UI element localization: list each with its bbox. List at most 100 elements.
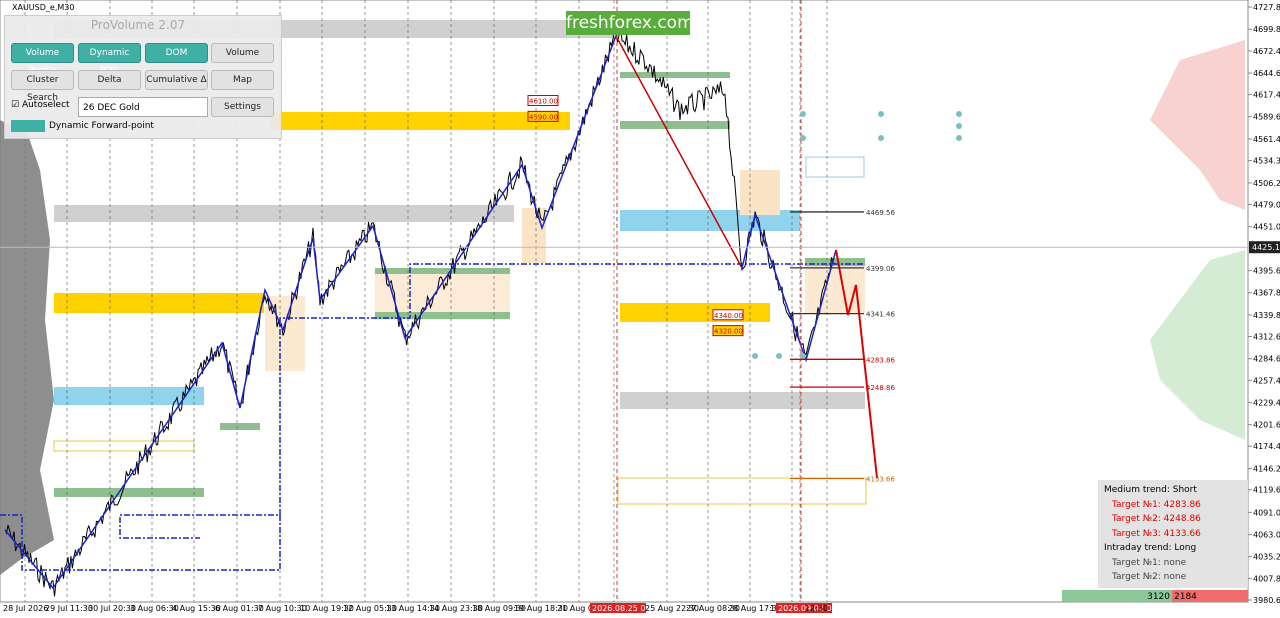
x-tick-label: 7 Aug 10:30 — [258, 604, 307, 613]
target: Target №1: 4283.86 — [1112, 499, 1201, 510]
x-tick-label: 4 Aug 15:30 — [172, 604, 221, 613]
button[interactable]: Map — [211, 70, 274, 90]
y-tick-label: 4589.60 — [1253, 113, 1280, 122]
price-line — [4, 28, 835, 597]
button[interactable]: Cluster Search — [11, 70, 74, 103]
y-tick-label: 4339.80 — [1253, 311, 1280, 320]
buy-bar — [1062, 590, 1172, 602]
x-tick-label: 10 Aug 19:30 — [300, 604, 354, 613]
x-tick-label: 30 Jul 20:30 — [88, 604, 136, 613]
logo: freshforex.com — [566, 11, 694, 35]
y-tick-label: 4672.45 — [1253, 47, 1280, 56]
level-label: 4248.86 — [866, 384, 895, 392]
y-tick-label: 4617.45 — [1253, 91, 1280, 100]
volume-profile-right — [1150, 40, 1245, 210]
y-tick-label: 4644.60 — [1253, 69, 1280, 78]
button[interactable]: Volume — [211, 43, 274, 63]
box-label-frame — [712, 309, 744, 321]
x-tick-label: 12:30 — [805, 604, 828, 613]
box-label-frame — [527, 94, 559, 106]
forecast-line — [835, 249, 878, 479]
trend-line — [615, 35, 743, 269]
x-tick-label: 28 Jul 2026 — [3, 604, 48, 613]
box-label: 4320.00 — [714, 328, 743, 336]
box-label: 4590.00 — [529, 113, 558, 121]
x-tick-label: 3 Aug 06:30 — [130, 604, 179, 613]
box-label: 4340.00 — [714, 312, 743, 320]
provolume-panel: ProVolume 2.07 Volume Profile Dynamic PO… — [4, 15, 282, 139]
y-tick-label: 4534.30 — [1253, 157, 1280, 166]
buy-volume: 3120 — [1147, 592, 1170, 602]
panel-title: ProVolume 2.07 — [90, 18, 186, 32]
y-tick-label: 4146.20 — [1253, 465, 1280, 474]
x-tick-label: 12 Aug 05:30 — [343, 604, 397, 613]
button[interactable]: Volume Profile — [11, 43, 74, 76]
zigzag — [741, 212, 837, 363]
volume-profile-left — [0, 120, 54, 575]
button[interactable]: DOM — [145, 43, 208, 63]
x-tick-label: 25 Aug 22:30 — [645, 604, 699, 613]
y-tick-label: 4479.00 — [1253, 200, 1280, 209]
y-tick-label: 4201.60 — [1253, 421, 1280, 430]
x-tick-label: 14 Aug 23:30 — [429, 604, 483, 613]
box-label: 4610.00 — [529, 97, 558, 105]
y-tick-label: 4063.00 — [1253, 531, 1280, 540]
x-tick-label: 18 Aug 09:30 — [472, 604, 526, 613]
poc-line — [279, 263, 865, 515]
level-label: 4283.86 — [866, 356, 895, 364]
button[interactable]: Delta — [78, 70, 141, 90]
x-tick-label: 13 Aug 14:30 — [386, 604, 440, 613]
y-tick-label: 4451.00 — [1253, 223, 1280, 232]
target: Target №1: none — [1112, 557, 1187, 568]
zigzag — [4, 35, 617, 590]
y-tick-label: 4367.80 — [1253, 289, 1280, 298]
y-tick-label: 4119.60 — [1253, 486, 1280, 495]
x-tick-label: 1 — [770, 604, 775, 613]
level-label: 4341.46 — [866, 311, 895, 319]
y-tick-label: 4284.60 — [1253, 355, 1280, 364]
y-tick-label: 4091.00 — [1253, 508, 1280, 517]
instrument-select[interactable]: 26 DEC Gold — [78, 97, 208, 117]
y-tick-label: 4312.60 — [1253, 333, 1280, 342]
y-tick-label: 4257.40 — [1253, 376, 1280, 385]
trend-heading: Medium trend: Short — [1104, 485, 1197, 495]
trend-box: Medium trend: Short Target №1: 4283.86 T… — [1098, 480, 1248, 588]
target: Target №3: 4133.66 — [1112, 528, 1201, 539]
button[interactable]: Dynamic POC — [78, 43, 141, 76]
current-price-label: 4425.12 — [1252, 243, 1280, 252]
x-tick-label: 21 Aug 04:30 — [557, 604, 611, 613]
sell-bar — [1172, 590, 1248, 602]
option-label: Dynamic Forward-point — [49, 121, 154, 131]
box-label-frame — [712, 325, 744, 337]
toggle[interactable] — [11, 120, 45, 132]
box-label-frame — [527, 110, 559, 122]
markers — [752, 111, 962, 359]
x-tick-label: 29 Jul 11:30 — [45, 604, 93, 613]
y-tick-label: 4229.40 — [1253, 399, 1280, 408]
poc-line — [0, 514, 281, 571]
y-tick-label: 4699.80 — [1253, 25, 1280, 34]
x-tick-label: 28 Aug 17:30 — [728, 604, 782, 613]
current-price-box — [1249, 241, 1280, 254]
zones — [53, 20, 867, 505]
y-tick-label: 4561.45 — [1253, 135, 1280, 144]
target: Target №2: none — [1112, 572, 1187, 582]
trend-heading: Intraday trend: Long — [1104, 543, 1197, 553]
y-tick-label: 4727.80 — [1253, 3, 1280, 12]
button[interactable]: Cumulative Δ — [145, 70, 208, 90]
y-tick-label: 4035.20 — [1253, 553, 1280, 562]
x-tick-label: 2026.08.25 03:30 — [592, 604, 663, 613]
x-label-bg — [590, 603, 646, 613]
checkbox[interactable]: ☑ Autoselect — [11, 100, 70, 110]
x-tick-label: 2026.09.02 04:30 — [778, 604, 849, 613]
y-tick-label: 4007.80 — [1253, 574, 1280, 583]
level-label: 4133.66 — [866, 476, 895, 484]
y-tick-label: 4174.40 — [1253, 442, 1280, 451]
y-tick-label: 3980.60 — [1253, 596, 1280, 605]
button[interactable]: Settings — [211, 97, 274, 117]
level-label: 4469.56 — [866, 209, 895, 217]
x-label-bg — [776, 603, 832, 613]
target: Target №2: 4248.86 — [1112, 514, 1201, 524]
